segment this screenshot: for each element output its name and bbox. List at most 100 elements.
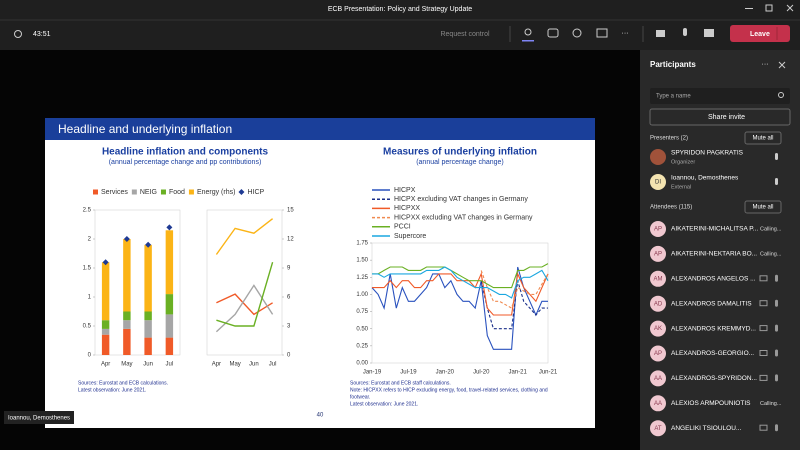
legend-label: Food	[169, 189, 185, 196]
request-control[interactable]: Request control	[440, 31, 489, 38]
close-button[interactable]	[786, 4, 794, 12]
avatar	[650, 149, 666, 165]
y-tick-label: 0.00	[356, 361, 368, 367]
x-tick-label: Apr	[212, 362, 221, 368]
legend-marker	[238, 189, 245, 195]
chart-title: Headline inflation and components	[102, 147, 269, 158]
mic-icon	[775, 324, 778, 332]
bar-segment	[123, 320, 131, 329]
camera-icon	[759, 424, 768, 431]
series-line	[216, 293, 273, 316]
y-tick-label: 0.75	[356, 309, 368, 315]
y2-tick-label: 9	[287, 266, 291, 272]
bar-segment	[144, 320, 152, 338]
series-line	[480, 280, 548, 330]
avatar	[650, 174, 666, 190]
avatar	[650, 295, 666, 312]
shield-icon	[14, 30, 22, 38]
leave-label: Leave	[750, 31, 770, 38]
source-note: Note: HICPXX refers to HICP excluding en…	[350, 387, 548, 393]
y-tick-label: 1.5	[83, 266, 92, 272]
x-tick-label: Jul	[166, 362, 174, 368]
x-tick-label: Jul-20	[473, 370, 490, 376]
avatar-initials: AP	[654, 227, 662, 233]
hicp-marker	[102, 259, 109, 266]
bar-segment	[101, 320, 110, 329]
avatar	[650, 345, 666, 362]
slide	[45, 118, 595, 428]
participant-status: Calling...	[760, 226, 782, 232]
leave-button[interactable]	[730, 25, 790, 42]
participant-name: ALEXANDROS-GEORGIO...	[671, 350, 754, 357]
panel-more[interactable]: ···	[762, 61, 769, 68]
series-line	[216, 262, 274, 327]
hicp-marker	[166, 224, 173, 231]
y-tick-label: 1.75	[356, 241, 368, 247]
y-tick-label: 0.5	[83, 324, 92, 330]
mute-all-button[interactable]	[744, 200, 782, 214]
chat-icon[interactable]	[547, 28, 559, 38]
title-bar	[0, 0, 800, 50]
x-tick-label: May	[121, 362, 132, 368]
legend-label: Services	[101, 189, 128, 196]
avatar	[650, 395, 666, 412]
rooms-icon[interactable]	[596, 28, 608, 38]
timer: 43:51	[33, 31, 51, 38]
slide-header: Headline and underlying inflation	[58, 122, 232, 136]
participant-name: ANGELIKI TSIOULOU...	[671, 425, 742, 432]
x-tick-label: Jan-20	[436, 370, 455, 376]
legend-label: HICPX	[394, 187, 416, 194]
legend-label: Energy (rhs)	[197, 189, 236, 196]
series-line	[480, 270, 549, 309]
legend-label: HICP	[247, 189, 264, 196]
avatar-initials: AA	[654, 401, 662, 407]
avatar-initials: AP	[654, 251, 662, 257]
participant-status: Calling...	[760, 401, 782, 407]
mic-icon	[775, 424, 778, 432]
camera-icon	[759, 300, 768, 307]
search-box[interactable]	[650, 88, 790, 104]
share-invite-button[interactable]	[649, 108, 791, 126]
avatar-initials: AD	[654, 301, 663, 307]
participant-name: SPYRIDON PAGKRATIS	[671, 150, 744, 157]
bar-segment	[165, 337, 174, 355]
chart-subtitle: (annual percentage change and pp contrib…	[109, 159, 262, 166]
bar-segment	[165, 230, 174, 295]
legend-swatch	[188, 189, 194, 195]
avatar-initials: AM	[654, 276, 663, 282]
bar-segment	[123, 328, 131, 355]
participant-name: ALEXIOS ARMPOUNIOTIS	[671, 400, 751, 407]
restore-button[interactable]	[765, 4, 773, 12]
mic-off-icon[interactable]	[683, 28, 687, 36]
reactions-icon[interactable]	[572, 28, 582, 38]
search-placeholder: Type a name	[656, 94, 691, 100]
mic-icon	[775, 274, 778, 282]
x-tick-label: Jun	[249, 362, 259, 368]
avatar	[650, 370, 666, 387]
avatar-initials: AA	[654, 376, 662, 382]
presenter-tag: Ioannou, Demosthenes	[8, 416, 70, 422]
more-icon[interactable]: ···	[622, 30, 629, 37]
people-icon[interactable]	[524, 28, 532, 36]
avatar	[650, 221, 666, 237]
y-tick-label: 2	[88, 237, 92, 243]
camera-off-icon[interactable]	[656, 30, 665, 37]
series-line	[372, 266, 549, 299]
mic-icon	[775, 153, 778, 160]
source-note: Sources: Eurostat and ECB calculations.	[78, 380, 168, 386]
y-tick-label: 1.50	[356, 258, 368, 264]
y2-tick-label: 3	[287, 324, 291, 330]
minimize-button[interactable]	[745, 8, 753, 9]
y-tick-label: 0.50	[356, 326, 368, 332]
search-icon	[778, 92, 784, 98]
bar-segment	[144, 244, 152, 312]
y-tick-label: 1.25	[356, 275, 368, 281]
panel-close[interactable]	[778, 61, 786, 69]
mute-all-button[interactable]	[744, 131, 782, 145]
participant-name: ALEXANDROS ANGELOS ...	[671, 276, 756, 283]
legend-swatch	[131, 189, 137, 195]
participant-name: ALEXANDROS-SPYRIDON...	[671, 375, 757, 382]
share-invite-label: Share invite	[708, 114, 745, 121]
avatar	[650, 320, 666, 337]
share-icon[interactable]	[704, 29, 714, 37]
